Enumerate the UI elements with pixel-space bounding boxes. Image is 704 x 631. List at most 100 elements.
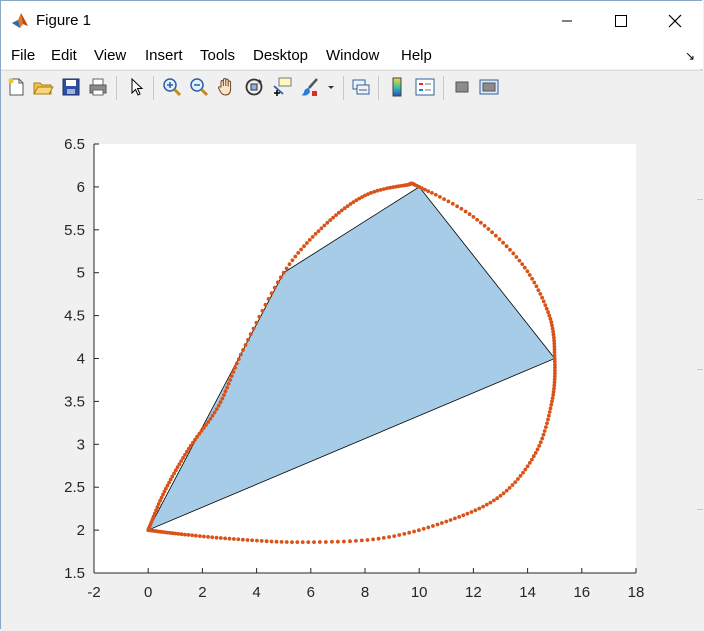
y-tick-label: 1.5: [64, 565, 85, 582]
curve-point: [426, 189, 431, 194]
curve-point: [202, 534, 206, 539]
brush-dropdown[interactable]: [324, 76, 338, 98]
close-icon: [668, 14, 682, 28]
show-plot-tools-button[interactable]: [478, 76, 500, 98]
curve-point: [348, 202, 353, 206]
curve-point: [226, 381, 231, 386]
curve-point: [532, 280, 537, 285]
curve-point: [523, 467, 528, 472]
curve-point: [444, 519, 449, 524]
curve-point: [549, 402, 554, 407]
y-tick-label: 4.5: [64, 308, 85, 325]
rotate-3d-icon: [245, 78, 263, 96]
curve-point: [194, 533, 198, 538]
menu-desktop[interactable]: Desktop: [253, 47, 309, 64]
link-plot-button[interactable]: [350, 76, 372, 98]
close-button[interactable]: [648, 1, 702, 41]
curve-point: [354, 198, 359, 203]
pan-button[interactable]: [215, 76, 237, 98]
curve-point: [453, 516, 457, 521]
curve-point: [371, 537, 375, 542]
maximize-icon: [615, 15, 627, 27]
curve-point: [227, 536, 232, 541]
menu-help[interactable]: Help: [401, 47, 432, 64]
curve-point: [490, 230, 494, 235]
x-tick-label: 4: [252, 584, 260, 601]
curve-point: [550, 399, 554, 404]
edit-plot-button[interactable]: [125, 76, 147, 98]
menu-insert[interactable]: Insert: [145, 47, 183, 64]
curve-point: [369, 191, 373, 195]
curve-point: [504, 244, 509, 249]
data-cursor-icon: [273, 77, 292, 96]
panel-divider: [697, 509, 703, 510]
curve-point: [552, 374, 557, 379]
curve-point: [318, 540, 322, 544]
curve-point: [274, 539, 279, 544]
curve-point: [212, 410, 217, 415]
curve-point: [514, 255, 519, 259]
curve-point: [336, 539, 340, 544]
curve-point: [250, 538, 255, 543]
zoom-in-button[interactable]: [161, 76, 183, 98]
y-tick-label: 3.5: [64, 393, 85, 410]
curve-point: [269, 291, 274, 296]
new-figure-icon: [8, 78, 24, 96]
dock-figure-icon[interactable]: ↘: [684, 49, 695, 63]
curve-point: [473, 508, 478, 513]
curve-point: [218, 400, 223, 405]
curve-point: [173, 531, 178, 536]
curve-point: [167, 480, 172, 485]
curve-point: [551, 332, 556, 337]
curve-point: [521, 470, 525, 475]
curve-point: [459, 206, 464, 211]
curve-point: [159, 495, 164, 500]
x-tick-label: 0: [144, 584, 152, 601]
curve-point: [236, 357, 241, 361]
zoom-in-icon: [163, 78, 182, 97]
menu-view[interactable]: View: [94, 47, 127, 64]
save-figure-button[interactable]: [60, 76, 82, 98]
curve-point: [536, 288, 541, 292]
curve-point: [550, 326, 555, 331]
curve-point: [173, 468, 178, 473]
y-tick-label: 5.5: [64, 222, 85, 239]
open-file-button[interactable]: [32, 76, 54, 98]
zoom-out-button[interactable]: [188, 76, 210, 98]
minimize-button[interactable]: [540, 1, 594, 41]
hide-plot-tools-button[interactable]: [451, 76, 473, 98]
toolbar-separator: [153, 76, 154, 100]
maximize-button[interactable]: [594, 1, 648, 41]
curve-point: [162, 489, 167, 494]
new-figure-button[interactable]: [5, 76, 27, 98]
print-figure-button[interactable]: [87, 76, 109, 98]
curve-point: [504, 488, 509, 493]
menu-window[interactable]: Window: [326, 47, 380, 64]
menu-edit[interactable]: Edit: [51, 47, 77, 64]
curve-point: [245, 538, 250, 542]
curve-point: [537, 444, 542, 448]
rotate-3d-button[interactable]: [243, 76, 265, 98]
curve-point: [553, 365, 557, 370]
curve-point: [551, 389, 556, 394]
brush-button[interactable]: [299, 76, 321, 98]
menu-tools[interactable]: Tools: [200, 47, 236, 64]
curve-point: [366, 192, 370, 196]
curve-point: [482, 223, 487, 228]
curve-point: [477, 506, 482, 511]
insert-legend-button[interactable]: [414, 76, 436, 98]
menu-file[interactable]: File: [11, 47, 36, 64]
curve-point: [497, 237, 502, 242]
menu-bar: File Edit View Insert Tools Desktop Wind…: [1, 41, 703, 69]
curve-point: [421, 526, 426, 531]
data-cursor-button[interactable]: [271, 76, 293, 98]
curve-point: [287, 262, 292, 267]
curve-point: [331, 215, 335, 220]
toolbar-separator: [343, 76, 344, 100]
curve-point: [546, 417, 550, 422]
insert-colorbar-button[interactable]: [386, 76, 408, 98]
curve-point: [191, 440, 195, 445]
curve-point: [199, 429, 204, 433]
curve-point: [359, 538, 364, 543]
curve-point: [151, 514, 156, 519]
